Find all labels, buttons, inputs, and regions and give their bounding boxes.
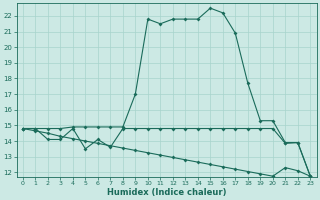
X-axis label: Humidex (Indice chaleur): Humidex (Indice chaleur)	[107, 188, 226, 197]
